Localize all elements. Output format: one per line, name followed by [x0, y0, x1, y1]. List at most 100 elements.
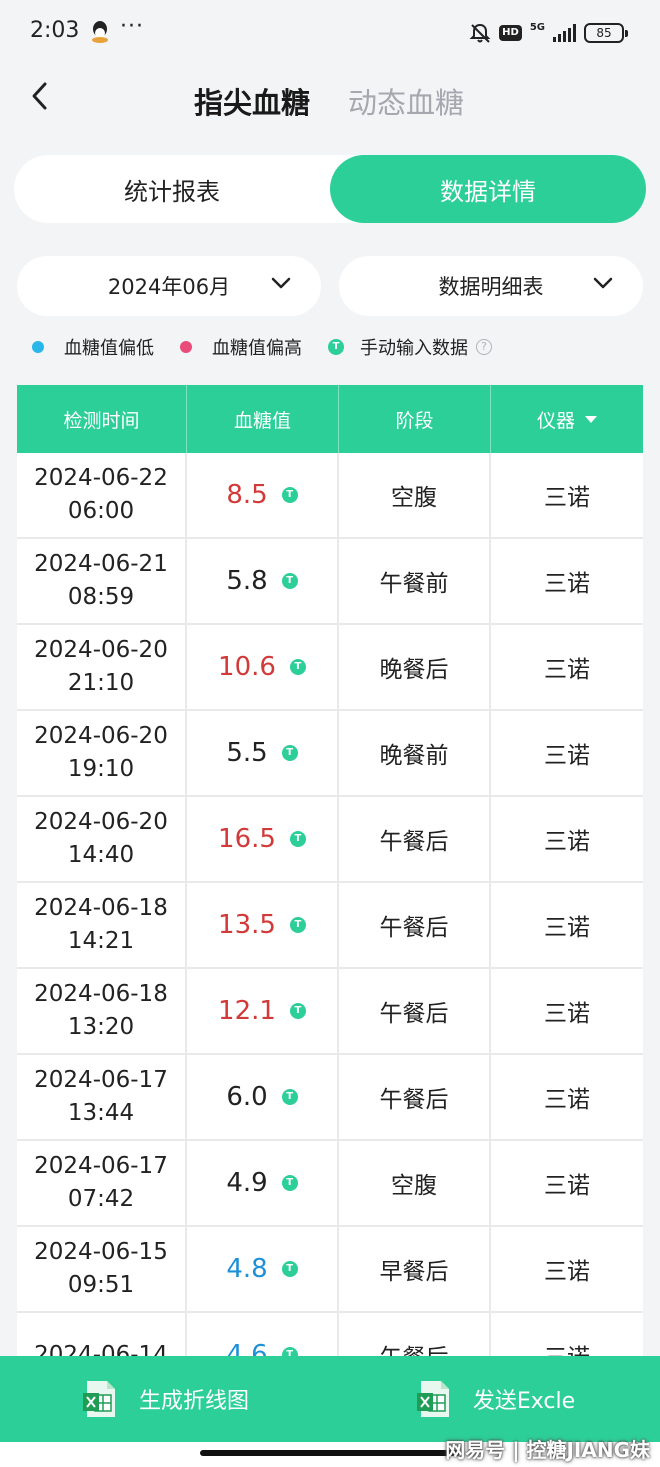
tab-dynamic-glucose[interactable]: 动态血糖: [348, 86, 465, 120]
cell-value: 8.5 T: [187, 453, 339, 537]
table-row[interactable]: 2024-06-15 09:51 4.8 T 早餐后 三诺: [17, 1227, 643, 1313]
cell-value: 10.6 T: [187, 625, 339, 709]
generate-line-chart-label: 生成折线图: [138, 1389, 249, 1414]
excel-file-icon: [416, 1381, 449, 1417]
glucose-value: 6.0: [226, 1082, 268, 1112]
cell-time: 2024-06-20 19:10: [17, 711, 187, 795]
legend-low-label: 血糖值偏低: [64, 338, 154, 359]
cell-value: 12.1 T: [187, 969, 339, 1053]
month-select-value: 2024年06月: [107, 275, 231, 299]
status-time: 2:03: [30, 18, 80, 43]
manual-entry-icon: T: [281, 1261, 298, 1277]
cell-device: 三诺: [544, 829, 590, 855]
view-select[interactable]: 数据明细表: [339, 256, 643, 316]
table-row[interactable]: 2024-06-20 21:10 10.6 T 晚餐后 三诺: [17, 625, 643, 711]
table-row[interactable]: 2024-06-20 14:40 16.5 T 午餐后 三诺: [17, 797, 643, 883]
network-type: 5G: [529, 22, 545, 33]
glucose-value: 5.5: [226, 738, 268, 768]
manual-entry-icon: T: [281, 1175, 298, 1191]
cell-device: 三诺: [544, 1087, 590, 1113]
manual-entry-icon: T: [281, 573, 298, 589]
cell-time: 2024-06-17 13:44: [17, 1055, 187, 1139]
cell-stage: 午餐前: [339, 539, 491, 623]
cell-clock: 13:20: [67, 1014, 135, 1040]
battery-icon: 85: [584, 23, 628, 43]
send-excel-label: 发送Excle: [472, 1389, 576, 1414]
cell-value: 16.5 T: [187, 797, 339, 881]
cell-value: 13.5 T: [187, 883, 339, 967]
cell-date: 2024-06-17: [34, 1153, 168, 1179]
cell-device: 三诺: [544, 743, 590, 769]
signal-icon: [553, 24, 576, 42]
cell-device: 三诺: [544, 1001, 590, 1027]
generate-line-chart-button[interactable]: 生成折线图: [0, 1356, 330, 1442]
low-dot-icon: [32, 341, 44, 353]
cell-time: 2024-06-21 08:59: [17, 539, 187, 623]
table-row[interactable]: 2024-06-22 06:00 8.5 T 空腹 三诺: [17, 453, 643, 539]
cell-clock: 21:10: [67, 670, 135, 696]
cell-date: 2024-06-18: [34, 981, 168, 1007]
cell-device: 三诺: [544, 1259, 590, 1285]
legend-low: 血糖值偏低: [32, 334, 154, 360]
table-header: 检测时间 血糖值 阶段 仪器: [17, 385, 643, 453]
cell-time: 2024-06-15 09:51: [17, 1227, 187, 1311]
system-nav-bar: [0, 1442, 660, 1467]
glucose-value: 8.5: [226, 480, 268, 510]
legend-high-label: 血糖值偏高: [212, 338, 302, 359]
cell-time: 2024-06-20 14:40: [17, 797, 187, 881]
cell-date: 2024-06-17: [34, 1067, 168, 1093]
table-row[interactable]: 2024-06-18 13:20 12.1 T 午餐后 三诺: [17, 969, 643, 1055]
tab-fingertip-glucose[interactable]: 指尖血糖: [194, 86, 311, 120]
table-row[interactable]: 2024-06-17 07:42 4.9 T 空腹 三诺: [17, 1141, 643, 1227]
cell-stage: 午餐后: [339, 1055, 491, 1139]
glucose-value: 4.9: [226, 1168, 268, 1198]
watermark: 网易号 | 控糖JIANG妹: [445, 1438, 650, 1462]
back-arrow-icon: [32, 82, 47, 110]
segment-statistics-report[interactable]: 统计报表: [124, 177, 220, 206]
caret-down-icon: [585, 415, 597, 423]
more-notifications-icon: ···: [120, 14, 144, 39]
help-icon[interactable]: ?: [476, 339, 492, 355]
column-header-device[interactable]: 仪器: [491, 385, 643, 453]
cell-date: 2024-06-20: [34, 637, 168, 663]
qq-icon: [92, 21, 108, 43]
glucose-value: 4.8: [226, 1254, 268, 1284]
glucose-value: 10.6: [218, 652, 276, 682]
cell-date: 2024-06-22: [34, 465, 168, 491]
excel-file-icon: [82, 1381, 115, 1417]
send-excel-button[interactable]: 发送Excle: [330, 1356, 660, 1442]
legend-high: 血糖值偏高: [180, 334, 302, 360]
mute-bell-icon: [469, 23, 491, 43]
home-indicator[interactable]: [200, 1450, 460, 1456]
cell-time: 2024-06-22 06:00: [17, 453, 187, 537]
glucose-table: 检测时间 血糖值 阶段 仪器 2024-06-22 06:00 8.5 T 空腹 三诺 20…: [17, 385, 643, 1399]
cell-value: 5.5 T: [187, 711, 339, 795]
cell-clock: 09:51: [67, 1272, 135, 1298]
segment-data-details[interactable]: 数据详情: [330, 155, 646, 223]
month-select[interactable]: 2024年06月: [17, 256, 321, 316]
manual-entry-icon: T: [289, 917, 306, 933]
segmented-control: 统计报表 数据详情: [14, 155, 646, 223]
bottom-action-bar: 生成折线图 发送Excle: [0, 1356, 660, 1442]
cell-date: 2024-06-21: [34, 551, 168, 577]
table-row[interactable]: 2024-06-17 13:44 6.0 T 午餐后 三诺: [17, 1055, 643, 1141]
column-header-device-label: 仪器: [536, 409, 575, 432]
view-select-value: 数据明细表: [438, 275, 544, 299]
cell-stage: 午餐后: [339, 969, 491, 1053]
cell-time: 2024-06-18 14:21: [17, 883, 187, 967]
table-row[interactable]: 2024-06-20 19:10 5.5 T 晚餐前 三诺: [17, 711, 643, 797]
manual-entry-icon: T: [281, 1089, 298, 1105]
header: 指尖血糖 动态血糖: [0, 66, 660, 136]
cell-stage: 晚餐前: [339, 711, 491, 795]
table-row[interactable]: 2024-06-18 14:21 13.5 T 午餐后 三诺: [17, 883, 643, 969]
cell-time: 2024-06-17 07:42: [17, 1141, 187, 1225]
cell-stage: 空腹: [339, 1141, 491, 1225]
manual-entry-icon: T: [289, 1003, 306, 1019]
manual-entry-icon: T: [281, 487, 298, 503]
chevron-down-icon: [593, 277, 613, 289]
cell-stage: 午餐后: [339, 797, 491, 881]
back-button[interactable]: [22, 76, 58, 116]
cell-value: 4.9 T: [187, 1141, 339, 1225]
table-row[interactable]: 2024-06-21 08:59 5.8 T 午餐前 三诺: [17, 539, 643, 625]
cell-value: 6.0 T: [187, 1055, 339, 1139]
